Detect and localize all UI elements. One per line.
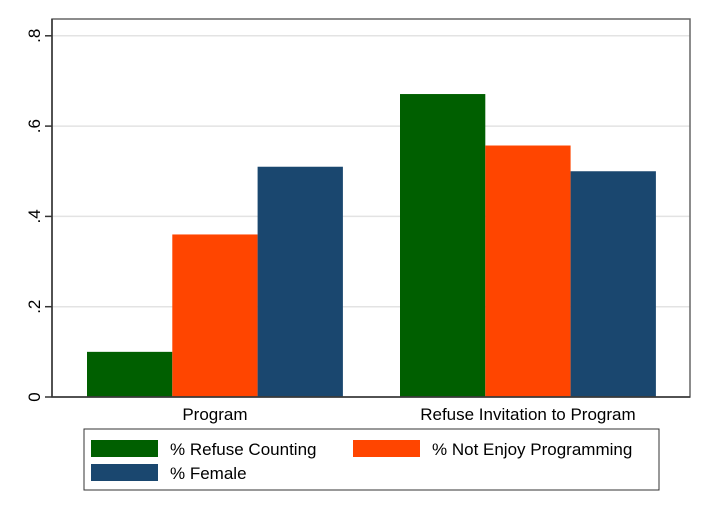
legend-label-2: % Female: [170, 464, 247, 483]
y-tick-label: .8: [25, 29, 44, 43]
y-tick-label: .2: [25, 300, 44, 314]
bar-0-0: [87, 351, 173, 397]
legend-label-0: % Refuse Counting: [170, 440, 316, 459]
x-category-label: Program: [182, 405, 247, 424]
bars: [87, 94, 656, 397]
bar-1-2: [570, 171, 656, 397]
y-tick-label: .6: [25, 119, 44, 133]
y-tick-label: 0: [25, 392, 44, 401]
legend: % Refuse Counting % Not Enjoy Programming…: [83, 428, 660, 491]
legend-swatch-2: [91, 464, 158, 481]
x-category-label: Refuse Invitation to Program: [420, 405, 635, 424]
legend-label-1: % Not Enjoy Programming: [432, 440, 632, 459]
y-tick-label: .4: [25, 209, 44, 223]
bar-1-0: [400, 94, 486, 397]
bar-0-1: [172, 234, 258, 397]
y-axis-ticks: 0 .2 .4 .6 .8: [25, 29, 52, 402]
legend-swatch-0: [91, 440, 158, 457]
x-axis-labels: Program Refuse Invitation to Program: [182, 405, 635, 424]
legend-box: [83, 428, 660, 491]
legend-swatch-1: [353, 440, 420, 457]
bar-0-2: [257, 166, 343, 397]
bar-1-1: [485, 145, 571, 397]
